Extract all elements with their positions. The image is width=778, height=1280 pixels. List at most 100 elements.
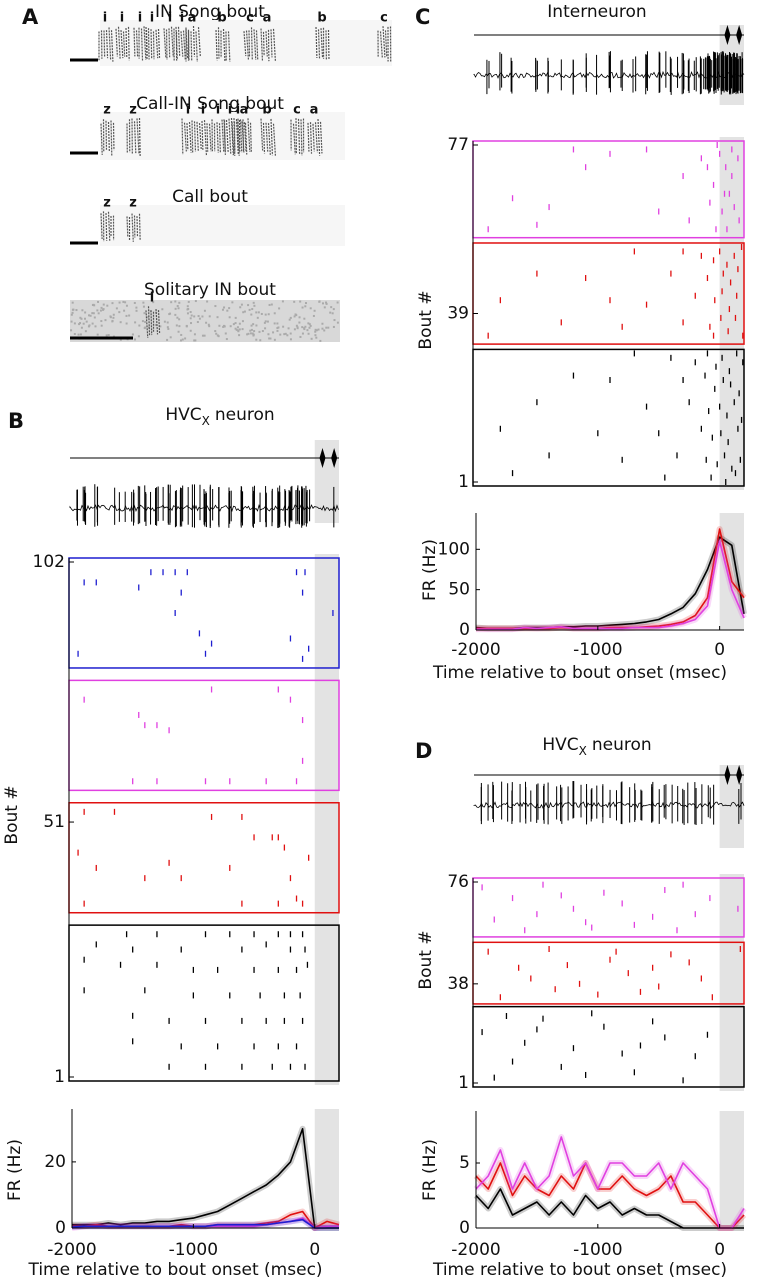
spectrogram-noise	[203, 309, 206, 312]
spectrogram-noise	[331, 312, 334, 315]
spectrogram-noise	[97, 312, 100, 315]
spectrogram-noise	[133, 338, 136, 341]
title-main: HVC	[542, 735, 578, 755]
spectrogram-noise	[314, 328, 317, 331]
spectrogram-noise	[299, 300, 302, 303]
spectrogram-noise	[134, 321, 137, 324]
syllable-trace	[222, 28, 226, 62]
spectrogram-noise	[70, 329, 73, 332]
syllable-trace	[131, 213, 134, 242]
syllable-trace	[292, 123, 296, 155]
spectrogram-noise	[223, 325, 226, 328]
y-tick-label: 38	[447, 974, 469, 994]
y-tick-label: 100	[438, 539, 470, 559]
spectrogram-noise	[184, 337, 187, 340]
y-tick-label: 51	[43, 812, 65, 832]
syllable-label: z	[129, 103, 137, 118]
syllable-trace	[183, 122, 187, 152]
syllable-trace	[107, 211, 111, 242]
spectrogram-noise	[255, 324, 258, 327]
spectrogram-noise	[207, 323, 210, 326]
spectrogram-noise	[135, 306, 138, 309]
spectrogram-noise	[273, 322, 276, 325]
spectrogram-noise	[257, 311, 260, 314]
y-tick-label: 1	[458, 1073, 469, 1093]
spectrogram-noise	[71, 301, 74, 304]
spectrogram-title: Call-IN Song bout	[136, 94, 284, 114]
syllable-label: b	[217, 11, 226, 26]
spectrogram-noise	[226, 309, 229, 312]
spectrogram-noise	[118, 311, 121, 314]
spectrogram-noise	[234, 327, 237, 330]
spectrogram-noise	[196, 321, 199, 324]
spectrogram-noise	[239, 306, 242, 309]
spectrogram-noise	[282, 325, 285, 328]
audio-syllable	[724, 25, 731, 45]
spectrogram-noise	[177, 330, 180, 333]
panel-label: A	[22, 5, 39, 29]
x-tick-label: -2000	[451, 1240, 500, 1260]
group-box	[68, 924, 340, 1082]
spectrogram-noise	[97, 300, 100, 303]
syllable-trace	[253, 29, 257, 60]
spectrogram-noise	[240, 303, 243, 306]
spectrogram-noise	[105, 334, 108, 337]
syllable-trace	[147, 28, 150, 60]
fr-band	[476, 538, 747, 633]
spectrogram-noise	[304, 305, 307, 308]
x-tick-label: -2000	[47, 1240, 96, 1260]
spectrogram-noise	[327, 326, 330, 329]
spectrogram-noise	[190, 314, 193, 317]
spectrogram-noise	[163, 320, 166, 323]
spectrogram-noise	[325, 302, 328, 305]
spectrogram-noise	[125, 304, 128, 307]
spectrogram-noise	[119, 338, 122, 341]
spectrogram-noise	[143, 312, 146, 315]
syllable-trace	[245, 30, 250, 60]
spectrogram-noise	[308, 326, 311, 329]
syllable-trace	[145, 310, 149, 339]
spectrogram-noise	[102, 308, 105, 311]
syllable-trace	[221, 119, 225, 152]
spectrogram-noise	[142, 301, 145, 304]
spectrogram-noise	[189, 311, 192, 314]
syllable-trace	[133, 121, 137, 154]
spectrogram-noise	[154, 324, 157, 327]
spectrogram-noise	[259, 339, 262, 342]
spectrogram-noise	[91, 322, 94, 325]
spectrogram-noise	[264, 313, 267, 316]
voltage-trace	[69, 504, 339, 513]
spectrogram-noise	[293, 315, 296, 318]
syllable-label: c	[246, 11, 254, 26]
spectrogram-noise	[224, 332, 227, 335]
syllable-label: z	[103, 196, 111, 211]
syllable-trace	[315, 26, 318, 59]
syllable-trace	[307, 122, 310, 152]
spectrogram-noise	[180, 333, 183, 336]
spectrogram-noise	[89, 314, 92, 317]
spectrogram-noise	[215, 332, 218, 335]
syllable-trace	[163, 28, 167, 58]
spectrogram-noise	[276, 322, 279, 325]
syllable-trace	[208, 123, 212, 152]
audio-syllable	[724, 765, 731, 785]
spectrogram-noise	[93, 316, 96, 319]
syllable-trace	[186, 123, 189, 151]
spectrogram-noise	[79, 316, 82, 319]
spectrogram-noise	[306, 329, 309, 332]
spectrogram-noise	[236, 326, 239, 329]
syllable-label: i	[186, 103, 190, 118]
fr-line	[475, 1162, 745, 1229]
fr-line	[72, 1128, 339, 1229]
spectrogram-noise	[214, 330, 217, 333]
spectrogram-noise	[312, 314, 315, 317]
syllable-trace	[177, 26, 181, 57]
syllable-label: c	[293, 103, 301, 118]
x-tick-label: -1000	[169, 1240, 218, 1260]
fr-line	[71, 1218, 339, 1229]
syllable-trace	[249, 122, 252, 153]
spectrogram-noise	[237, 330, 240, 333]
group-box	[472, 1005, 745, 1088]
spectrogram-noise	[270, 303, 273, 306]
spectrogram-noise	[321, 302, 324, 305]
